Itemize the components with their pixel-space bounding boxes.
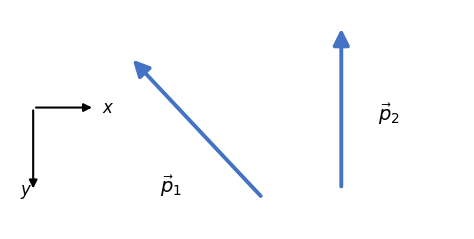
Text: $y$: $y$ [20,183,32,201]
Text: $x$: $x$ [102,98,114,117]
Text: $\vec{p}_1$: $\vec{p}_1$ [160,174,182,199]
Text: $\vec{p}_2$: $\vec{p}_2$ [378,102,400,127]
